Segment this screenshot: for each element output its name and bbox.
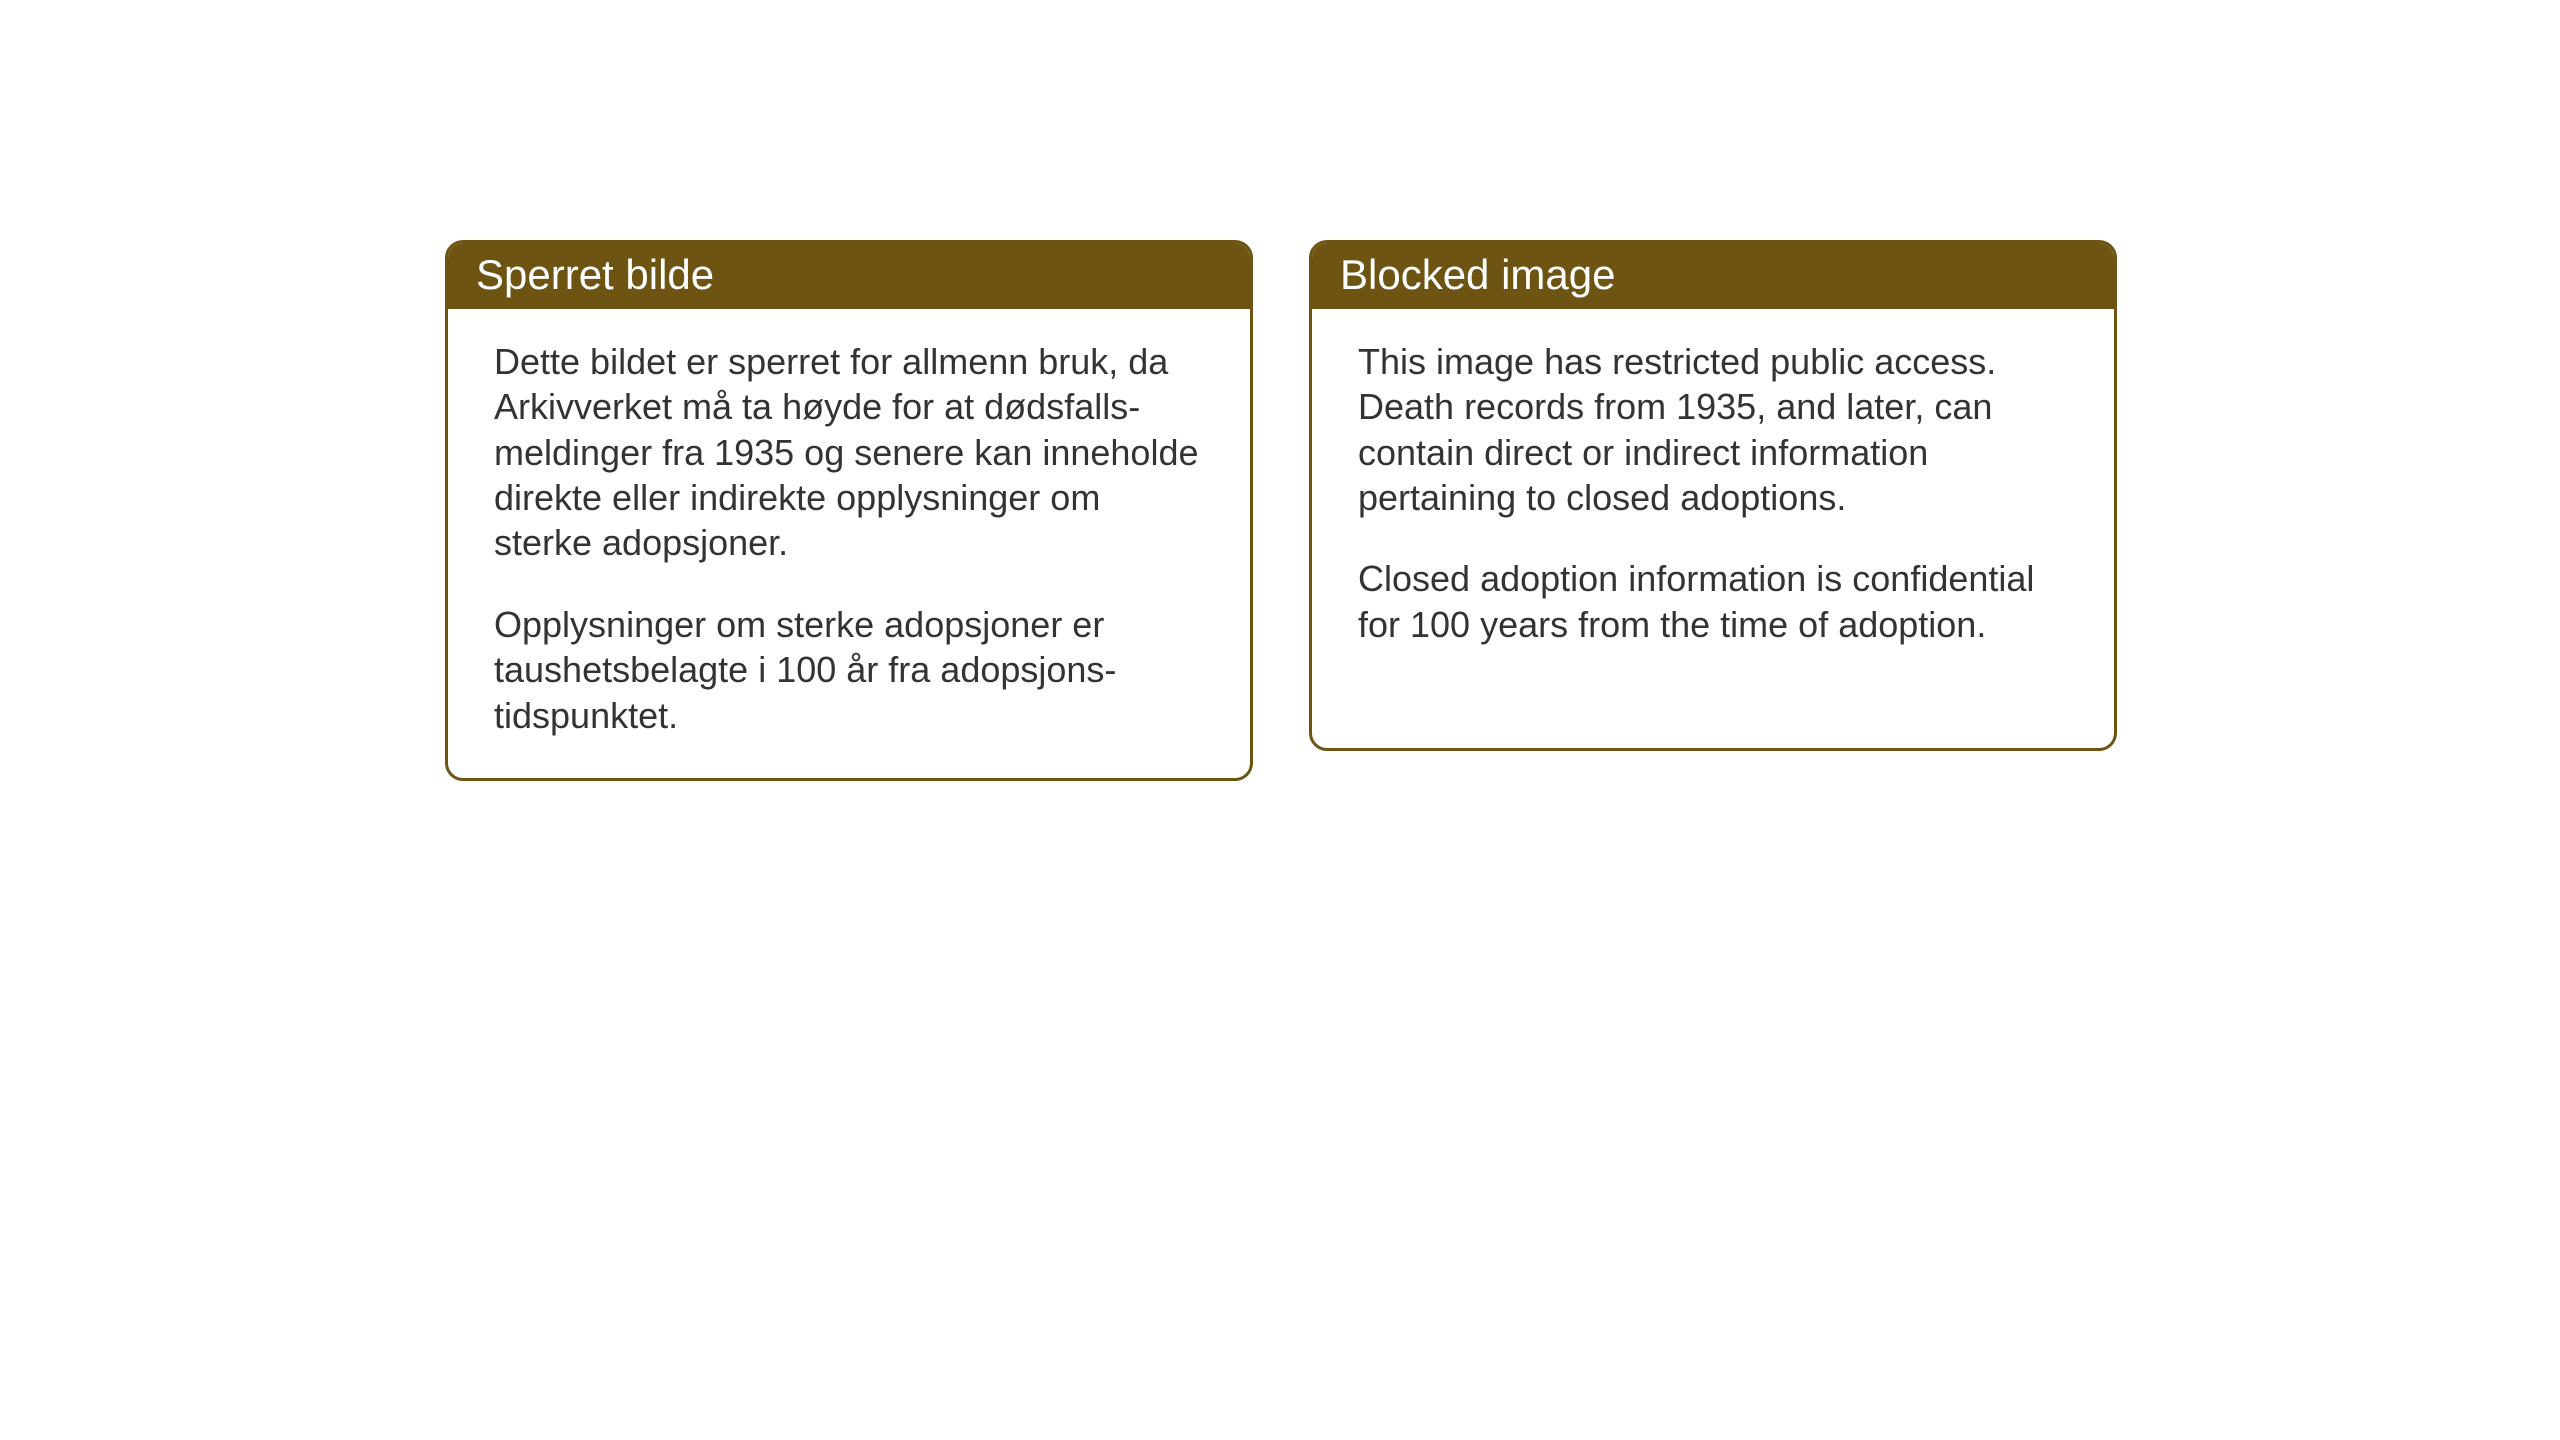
- notice-box-norwegian: Sperret bilde Dette bildet er sperret fo…: [445, 240, 1253, 781]
- notice-body-english: This image has restricted public access.…: [1312, 309, 2114, 687]
- notice-header-english: Blocked image: [1312, 243, 2114, 309]
- notice-paragraph-1-english: This image has restricted public access.…: [1358, 339, 2068, 520]
- notice-paragraph-2-english: Closed adoption information is confident…: [1358, 556, 2068, 647]
- notice-container: Sperret bilde Dette bildet er sperret fo…: [445, 240, 2117, 781]
- notice-body-norwegian: Dette bildet er sperret for allmenn bruk…: [448, 309, 1250, 778]
- notice-paragraph-2-norwegian: Opplysninger om sterke adopsjoner er tau…: [494, 602, 1204, 738]
- notice-header-norwegian: Sperret bilde: [448, 243, 1250, 309]
- notice-paragraph-1-norwegian: Dette bildet er sperret for allmenn bruk…: [494, 339, 1204, 566]
- notice-box-english: Blocked image This image has restricted …: [1309, 240, 2117, 751]
